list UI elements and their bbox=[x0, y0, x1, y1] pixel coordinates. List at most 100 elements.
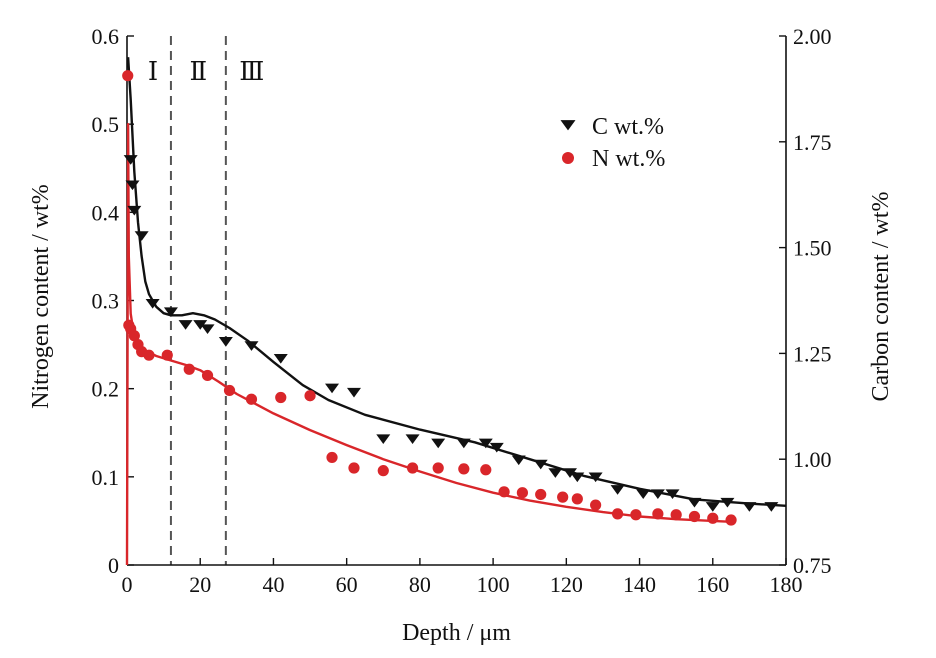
carbon-data-point bbox=[346, 387, 361, 398]
nitrogen-data-point bbox=[458, 463, 470, 475]
axis-titles: Depth / μm Nitrogen content / wt% Carbon… bbox=[28, 184, 894, 646]
carbon-data-point bbox=[562, 468, 577, 478]
carbon-data-point bbox=[125, 180, 140, 191]
nitrogen-data-point bbox=[183, 363, 195, 375]
x-tick-label: 40 bbox=[262, 572, 284, 597]
carbon-data-point bbox=[705, 502, 720, 512]
left-y-tick-label: 0.6 bbox=[92, 24, 120, 49]
carbon-data-point bbox=[127, 205, 142, 216]
carbon-data-point bbox=[193, 320, 208, 330]
legend-carbon-marker bbox=[560, 120, 576, 131]
nitrogen-data-point bbox=[516, 487, 529, 499]
x-tick-label: 20 bbox=[189, 572, 211, 597]
nitrogen-data-point bbox=[348, 462, 360, 474]
nitrogen-data-point bbox=[535, 488, 547, 501]
carbon-data-point bbox=[665, 489, 680, 500]
legend: C wt.% N wt.% bbox=[560, 114, 665, 172]
left-y-axis-title: Nitrogen content / wt% bbox=[28, 184, 54, 409]
legend-nitrogen-marker bbox=[562, 152, 574, 164]
region-dividers: Ⅰ Ⅱ Ⅲ bbox=[148, 36, 264, 565]
carbon-data-point bbox=[123, 155, 138, 165]
nitrogen-data-point bbox=[377, 465, 389, 477]
carbon-data-point bbox=[325, 383, 340, 394]
nitrogen-data-point bbox=[707, 512, 719, 524]
carbon-data-point bbox=[610, 485, 625, 495]
carbon-data-point bbox=[687, 497, 702, 508]
carbon-data-point bbox=[650, 489, 665, 500]
x-tick-label: 80 bbox=[409, 572, 431, 597]
carbon-data-point bbox=[163, 307, 178, 318]
nitrogen-data-point bbox=[275, 391, 287, 404]
data-points bbox=[122, 70, 779, 526]
carbon-data-point bbox=[570, 472, 585, 483]
carbon-data-point bbox=[178, 320, 193, 330]
carbon-data-point bbox=[478, 438, 493, 449]
carbon-data-point bbox=[218, 337, 233, 347]
right-y-tick-label: 2.00 bbox=[793, 24, 832, 49]
ticks: 0 20 40 60 80 100 120 140 160 180 0 0.1 0.2 0.3 0.4 0.5… bbox=[92, 24, 832, 597]
carbon-data-point bbox=[636, 489, 651, 500]
left-y-tick-label: 0.4 bbox=[92, 200, 120, 225]
carbon-data-point bbox=[764, 502, 779, 512]
nitrogen-data-point bbox=[201, 369, 214, 382]
nitrogen-data-point bbox=[122, 70, 134, 82]
x-tick-label: 100 bbox=[477, 572, 510, 597]
legend-nitrogen-label: N wt.% bbox=[592, 146, 665, 172]
carbon-data-point bbox=[200, 324, 215, 334]
carbon-data-point bbox=[588, 472, 603, 483]
carbon-data-point bbox=[456, 438, 471, 449]
carbon-data-point bbox=[376, 434, 391, 445]
right-y-tick-label: 1.25 bbox=[793, 341, 832, 366]
legend-carbon-label: C wt.% bbox=[592, 114, 664, 140]
x-tick-label: 140 bbox=[623, 572, 656, 597]
x-tick-label: 180 bbox=[770, 572, 803, 597]
right-y-tick-label: 0.75 bbox=[793, 553, 832, 578]
carbon-data-point bbox=[511, 455, 526, 466]
left-y-tick-label: 0 bbox=[108, 553, 119, 578]
nitrogen-data-point bbox=[406, 462, 419, 474]
nitrogen-data-point bbox=[128, 330, 140, 342]
region-label: Ⅰ bbox=[148, 57, 158, 86]
nitrogen-data-point bbox=[245, 393, 258, 405]
left-y-tick-label: 0.5 bbox=[92, 112, 120, 137]
x-axis-title: Depth / μm bbox=[402, 620, 511, 646]
nitrogen-data-point bbox=[590, 499, 602, 511]
carbon-fit-curve bbox=[126, 57, 787, 507]
carbon-data-point bbox=[431, 438, 446, 449]
nitrogen-data-point bbox=[143, 349, 155, 361]
x-tick-label: 0 bbox=[122, 572, 133, 597]
x-tick-label: 160 bbox=[696, 572, 729, 597]
carbon-data-point bbox=[742, 502, 757, 512]
left-y-tick-label: 0.3 bbox=[92, 289, 120, 314]
right-y-tick-label: 1.50 bbox=[793, 236, 832, 261]
nitrogen-data-point bbox=[223, 384, 236, 397]
left-y-tick-label: 0.1 bbox=[92, 465, 120, 490]
carbon-data-point bbox=[244, 341, 259, 351]
region-label: Ⅲ bbox=[239, 57, 264, 86]
nitrogen-data-point bbox=[161, 349, 173, 361]
carbon-data-point bbox=[720, 497, 735, 508]
carbon-data-point bbox=[489, 442, 504, 453]
nitrogen-data-point bbox=[557, 491, 569, 503]
nitrogen-data-point bbox=[670, 509, 682, 521]
left-y-tick-label: 0.2 bbox=[92, 377, 120, 402]
nitrogen-data-point bbox=[571, 493, 583, 505]
nitrogen-data-point bbox=[304, 390, 316, 402]
nitrogen-data-point bbox=[725, 514, 737, 526]
nitrogen-fit-curve bbox=[125, 123, 732, 566]
carbon-data-point bbox=[273, 353, 288, 364]
nitrogen-data-point bbox=[480, 464, 492, 476]
nitrogen-data-point bbox=[688, 510, 701, 523]
carbon-data-point bbox=[405, 434, 420, 445]
carbon-data-point bbox=[548, 468, 563, 478]
x-tick-label: 120 bbox=[550, 572, 583, 597]
nitrogen-data-point bbox=[326, 451, 338, 464]
carbon-data-point bbox=[145, 298, 160, 309]
region-label: Ⅱ bbox=[190, 57, 208, 86]
right-y-axis-title: Carbon content / wt% bbox=[868, 192, 894, 402]
carbon-data-point bbox=[134, 231, 149, 241]
right-y-tick-label: 1.00 bbox=[793, 447, 832, 472]
x-tick-label: 60 bbox=[336, 572, 358, 597]
right-y-tick-label: 1.75 bbox=[793, 130, 832, 155]
